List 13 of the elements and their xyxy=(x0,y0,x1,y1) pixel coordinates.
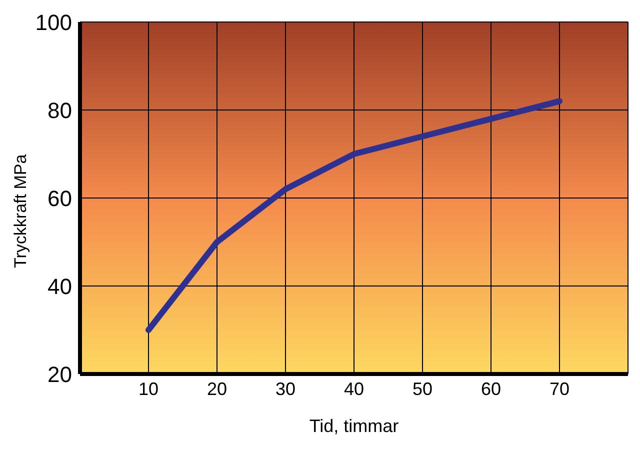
y-tick-label: 80 xyxy=(48,98,72,123)
x-tick-label: 20 xyxy=(206,378,228,399)
x-tick-label: 10 xyxy=(138,378,159,399)
x-tick-label: 30 xyxy=(275,378,296,399)
x-tick-label: 50 xyxy=(412,378,433,399)
x-axis-title: Tid, timmar xyxy=(309,416,399,436)
x-tick-label: 40 xyxy=(344,378,364,399)
y-tick-label: 60 xyxy=(48,186,72,211)
y-tick-label: 40 xyxy=(48,274,72,299)
x-tick-label: 60 xyxy=(480,378,502,399)
x-tick-label: 70 xyxy=(549,378,570,399)
y-tick-label: 100 xyxy=(35,10,72,35)
y-axis-title: Tryckkraft MPa xyxy=(11,154,30,268)
